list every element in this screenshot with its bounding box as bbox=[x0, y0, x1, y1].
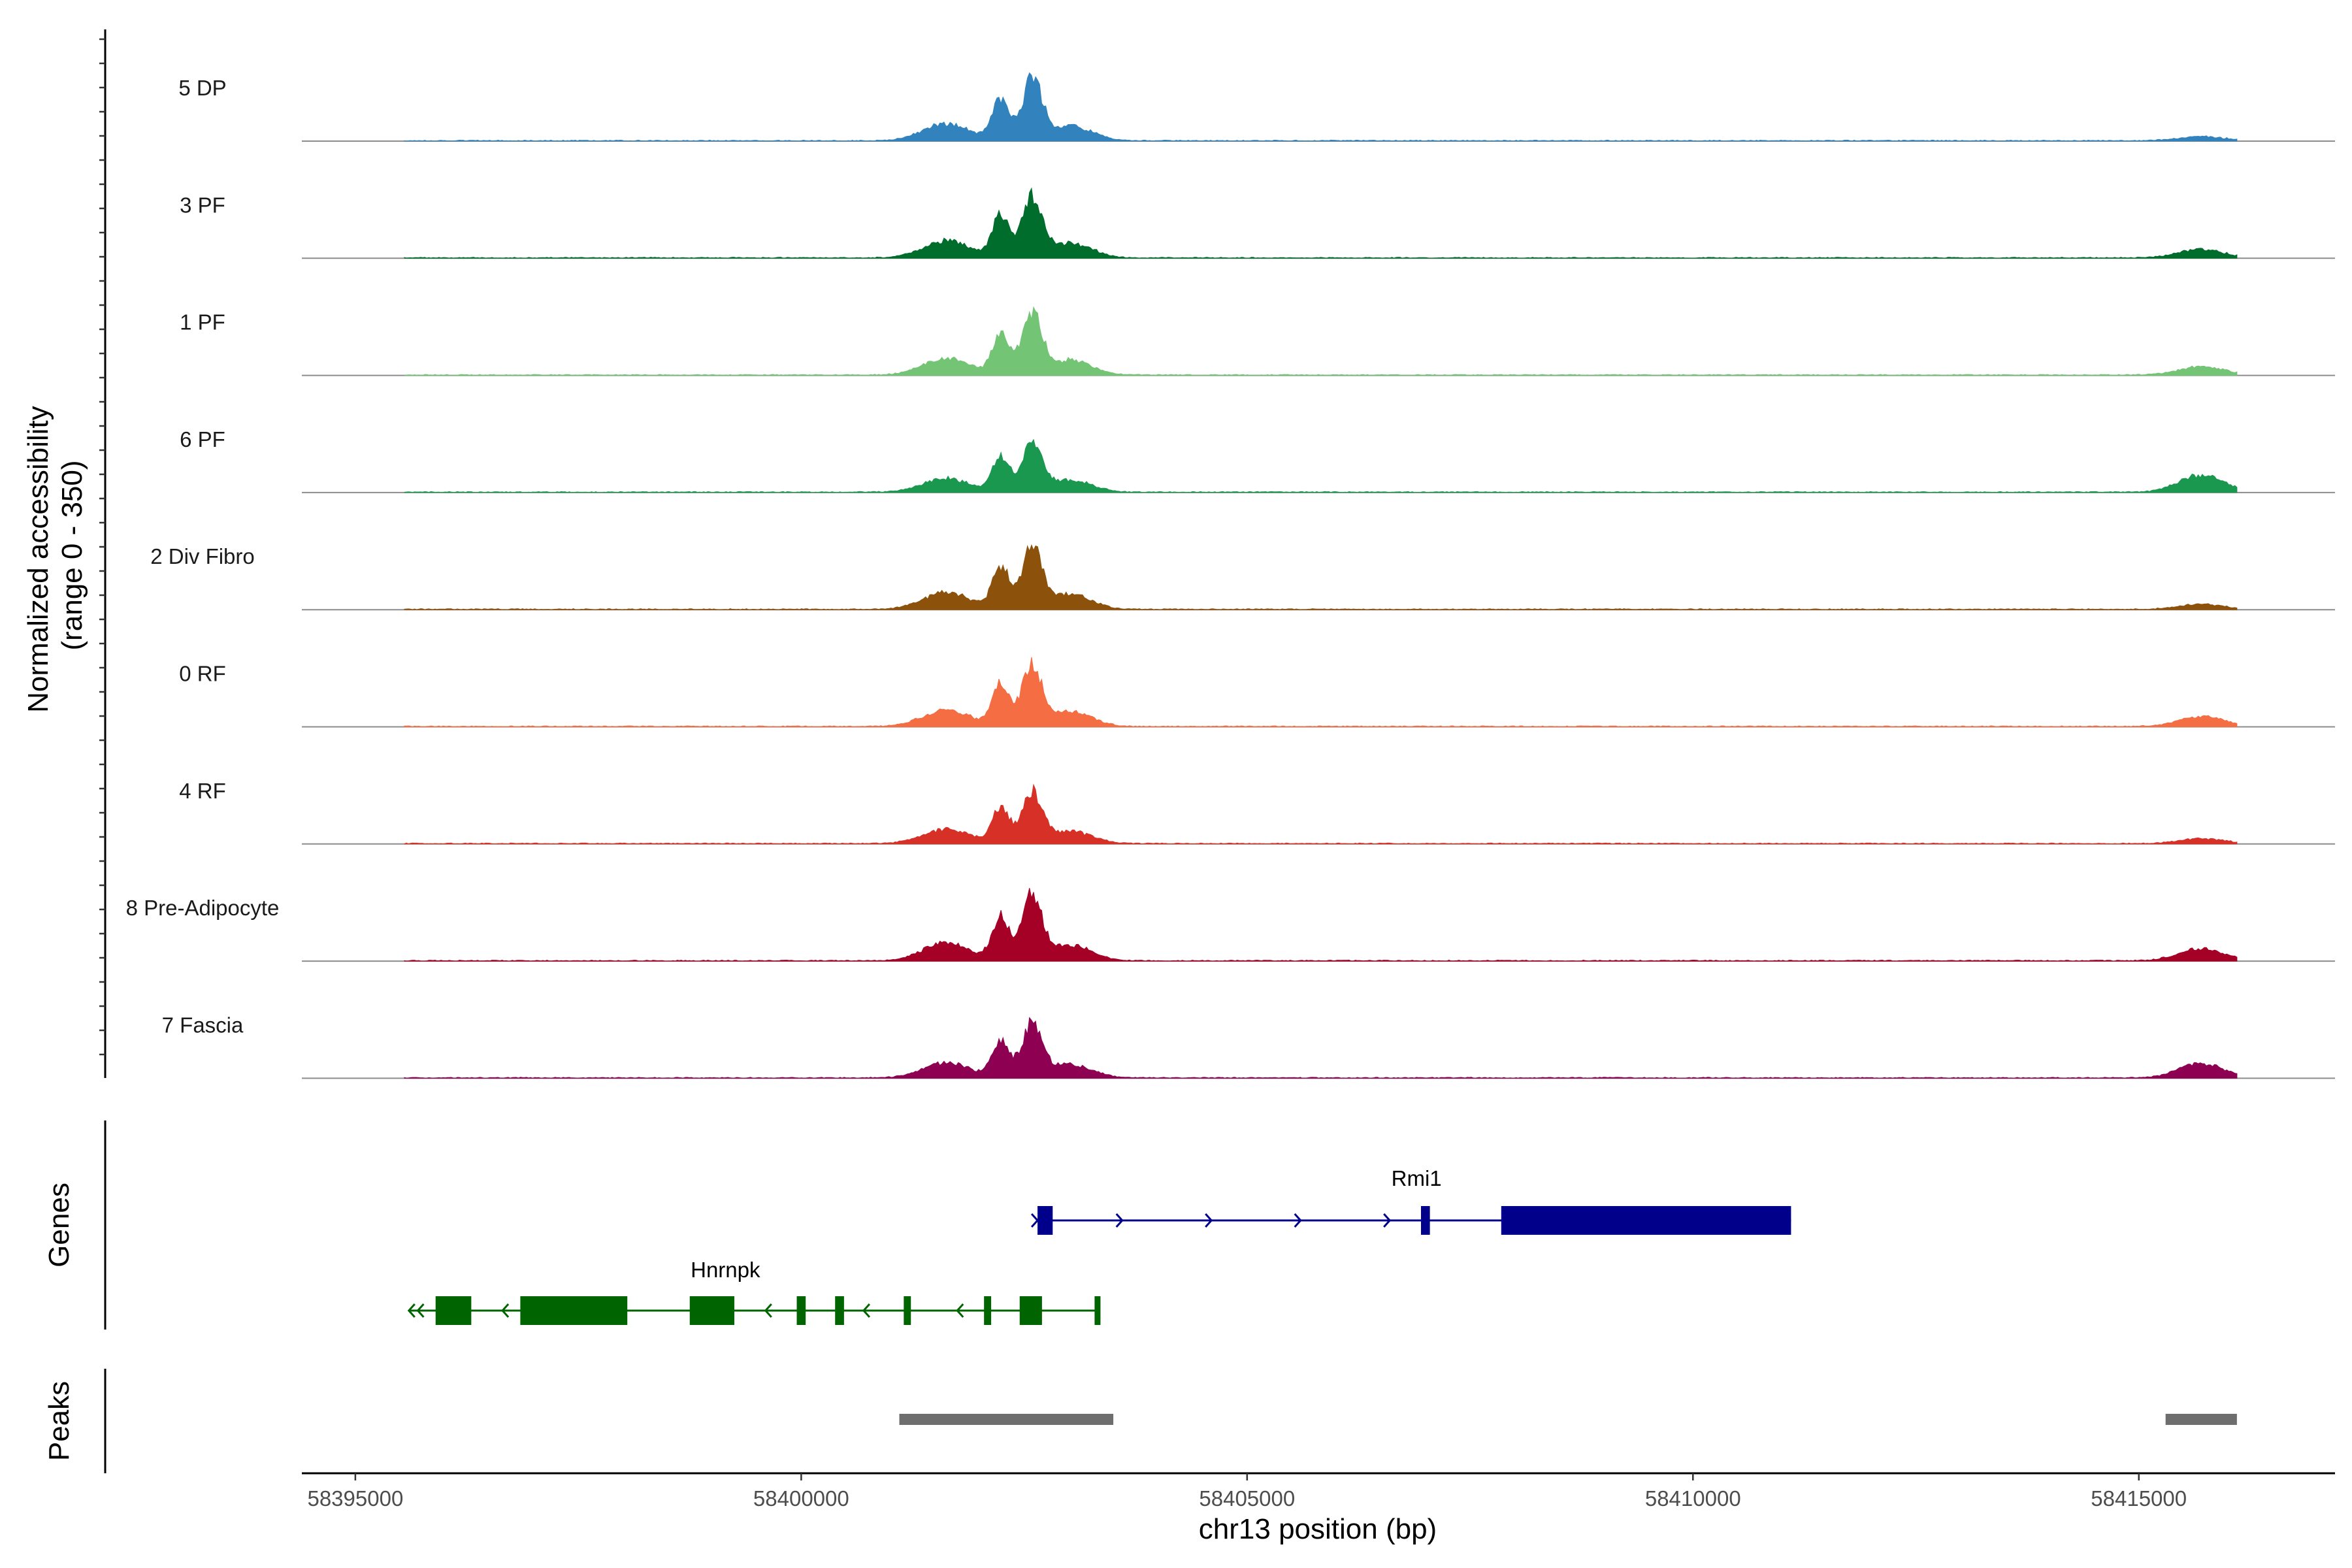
gene-model: Rmi1 bbox=[1030, 1166, 1791, 1235]
coverage-y-axis-title: Normalized accessibility (range 0 - 350) bbox=[22, 398, 88, 713]
track-label: 8 Pre-Adipocyte bbox=[126, 896, 280, 920]
coverage-area bbox=[404, 72, 2238, 142]
coverage-area bbox=[404, 187, 2238, 259]
x-tick-label: 58400000 bbox=[753, 1486, 849, 1511]
coverage-track: 5 DP bbox=[178, 72, 2335, 142]
coverage-area bbox=[404, 888, 2238, 962]
coverage-track: 2 Div Fibro bbox=[150, 544, 2335, 611]
strand-arrow bbox=[764, 1303, 772, 1318]
x-axis-ticks: 58395000 58400000 58405000 58410000 58415000 bbox=[307, 1473, 2187, 1511]
gene-exon bbox=[1420, 1206, 1430, 1235]
gene-exon bbox=[520, 1296, 628, 1325]
strand-arrow bbox=[1383, 1213, 1392, 1228]
x-tick-label: 58415000 bbox=[2091, 1486, 2187, 1511]
strand-arrow bbox=[407, 1303, 416, 1318]
coverage-area bbox=[404, 306, 2238, 376]
x-tick-label: 58395000 bbox=[307, 1486, 403, 1511]
peaks-axis-title: Peaks bbox=[43, 1381, 75, 1461]
track-label: 5 DP bbox=[178, 76, 226, 100]
strand-arrow bbox=[501, 1303, 510, 1318]
genes-axis-title: Genes bbox=[43, 1183, 75, 1267]
coverage-area bbox=[404, 1017, 2238, 1079]
strand-arrow bbox=[862, 1303, 871, 1318]
strand-arrow bbox=[1205, 1213, 1213, 1228]
gene-exon bbox=[1019, 1296, 1042, 1325]
track-label: 4 RF bbox=[179, 779, 226, 803]
gene-name-label: Hnrnpk bbox=[691, 1258, 760, 1282]
x-tick-label: 58405000 bbox=[1199, 1486, 1295, 1511]
coverage-track: 1 PF bbox=[180, 306, 2335, 376]
strand-arrow bbox=[416, 1303, 425, 1318]
gene-track: Rmi1 Hnrnpk bbox=[407, 1166, 1791, 1325]
coverage-area bbox=[404, 438, 2238, 493]
coverage-track: 4 RF bbox=[179, 779, 2335, 845]
gene-exon bbox=[1094, 1296, 1101, 1325]
coverage-track: 7 Fascia bbox=[162, 1013, 2335, 1079]
gene-exon bbox=[835, 1296, 844, 1325]
track-label: 7 Fascia bbox=[162, 1013, 244, 1037]
coverage-tracks: 5 DP 3 PF 1 PF 6 PF 2 Div Fibro 0 RF 4 RF 8 Pre… bbox=[126, 72, 2335, 1079]
coverage-area bbox=[404, 657, 2238, 728]
peak-region bbox=[899, 1414, 1114, 1425]
coverage-y-axis-title-line1: Normalized accessibility bbox=[22, 406, 54, 712]
gene-exon bbox=[1037, 1206, 1053, 1235]
coverage-y-axis-title-line2: (range 0 - 350) bbox=[56, 460, 88, 650]
strand-arrow bbox=[1030, 1213, 1039, 1228]
strand-arrow bbox=[1294, 1213, 1302, 1228]
gene-exon bbox=[689, 1296, 734, 1325]
track-label: 2 Div Fibro bbox=[150, 544, 255, 568]
gene-name-label: Rmi1 bbox=[1392, 1166, 1442, 1190]
peak-track bbox=[899, 1414, 2237, 1425]
gene-exon bbox=[984, 1296, 992, 1325]
strand-arrow bbox=[1115, 1213, 1124, 1228]
track-label: 0 RF bbox=[179, 662, 226, 686]
gene-model: Hnrnpk bbox=[407, 1258, 1101, 1325]
coverage-track: 8 Pre-Adipocyte bbox=[126, 888, 2335, 962]
track-label: 1 PF bbox=[180, 310, 225, 335]
gene-exon bbox=[1501, 1206, 1791, 1235]
track-label: 6 PF bbox=[180, 427, 225, 451]
coverage-track: 0 RF bbox=[179, 657, 2335, 728]
coverage-y-axis-ticks bbox=[99, 38, 105, 1056]
gene-exon bbox=[796, 1296, 806, 1325]
coverage-track: 3 PF bbox=[180, 187, 2335, 259]
gene-exon bbox=[904, 1296, 911, 1325]
peak-region bbox=[2165, 1414, 2237, 1425]
x-tick-label: 58410000 bbox=[1645, 1486, 1741, 1511]
coverage-area bbox=[404, 783, 2238, 845]
coverage-track: 6 PF bbox=[180, 427, 2335, 493]
gene-exon bbox=[435, 1296, 472, 1325]
track-label: 3 PF bbox=[180, 193, 225, 217]
coverage-area bbox=[404, 544, 2238, 610]
x-axis-title: chr13 position (bp) bbox=[1199, 1513, 1437, 1545]
strand-arrow bbox=[956, 1303, 964, 1318]
